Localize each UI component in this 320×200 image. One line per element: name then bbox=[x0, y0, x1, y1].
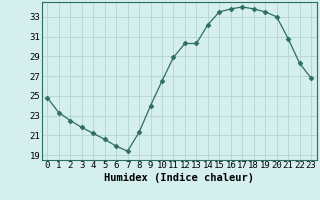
X-axis label: Humidex (Indice chaleur): Humidex (Indice chaleur) bbox=[104, 173, 254, 183]
